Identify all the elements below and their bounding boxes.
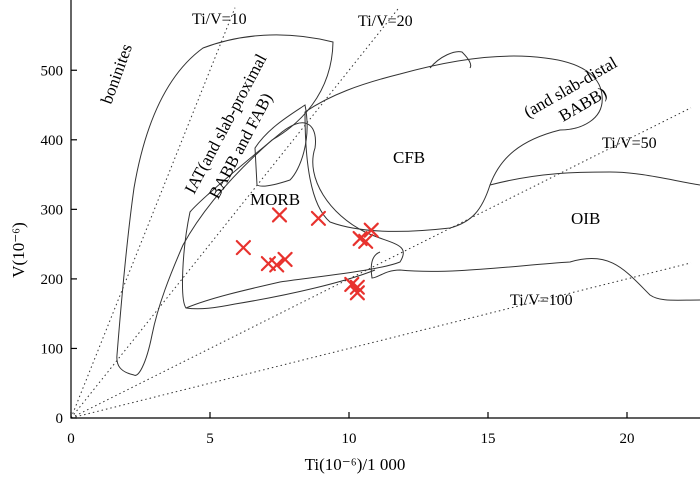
x-axis-ticks: 0 5 10 15 20	[67, 412, 635, 447]
sample-point	[349, 285, 365, 301]
ratio-label-10: Ti/V=10	[192, 11, 247, 28]
sample-point	[310, 210, 327, 226]
field-label-cfb: CFB	[393, 148, 425, 167]
sample-point	[363, 222, 379, 238]
iat-field-outline	[116, 34, 334, 376]
x-tick-label: 5	[206, 431, 214, 447]
y-tick-label: 0	[56, 411, 64, 427]
sample-point	[271, 207, 288, 223]
iat-inner-outline	[254, 104, 308, 187]
y-tick-label: 200	[41, 272, 64, 288]
sample-point	[349, 279, 365, 295]
field-label-morb: MORB	[250, 190, 300, 209]
sample-point	[277, 251, 293, 268]
sample-point	[235, 240, 251, 256]
oib-field-outline	[370, 171, 700, 301]
sample-point	[358, 233, 374, 249]
y-axis-title: V(10⁻⁶)	[9, 222, 28, 278]
ratio-line-10	[71, 7, 236, 418]
sample-point	[269, 257, 285, 273]
cfb-bump-outline	[429, 51, 472, 69]
ratio-line-50	[71, 107, 692, 418]
ti-v-ratio-lines	[71, 7, 692, 418]
y-tick-label: 300	[41, 202, 64, 218]
x-tick-label: 10	[342, 431, 357, 447]
ratio-line-100	[71, 262, 692, 418]
morb-outer-outline	[185, 269, 376, 310]
field-label-oib: OIB	[571, 209, 600, 228]
ratio-label-20: Ti/V=20	[358, 13, 413, 30]
sample-points	[235, 207, 379, 301]
ratio-label-50: Ti/V=50	[602, 135, 657, 152]
ratio-label-100: Ti/V=100	[510, 292, 573, 309]
x-axis-title: Ti(10⁻⁶)/1 000	[305, 455, 406, 474]
cfb-field-outline	[304, 55, 603, 232]
x-tick-label: 15	[481, 431, 496, 447]
tectonic-field-outlines	[116, 34, 700, 376]
morb-field-outline	[182, 122, 404, 309]
x-tick-label: 20	[620, 431, 635, 447]
y-tick-label: 100	[41, 341, 64, 357]
y-tick-label: 500	[41, 63, 64, 79]
y-axis-ticks: 0 100 200 300 400 500	[41, 63, 77, 427]
field-label-boninites: boninites	[97, 41, 136, 106]
x-tick-label: 0	[67, 431, 75, 447]
y-tick-label: 400	[41, 133, 64, 149]
ratio-line-20	[71, 7, 400, 418]
